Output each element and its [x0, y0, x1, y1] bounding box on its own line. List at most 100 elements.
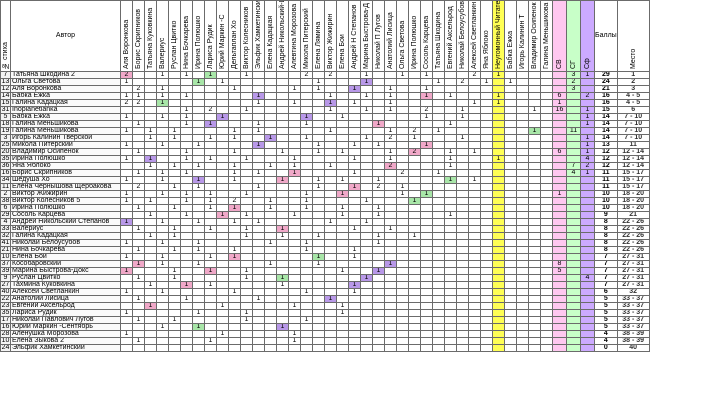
score-cell: 1 [276, 232, 289, 240]
score-cell [456, 274, 469, 282]
summary-cell [566, 246, 581, 254]
row-author: Владимир Осипенок [10, 148, 121, 156]
score-cell [252, 148, 265, 156]
row-place: 18 - 20 [616, 204, 650, 212]
score-cell [420, 288, 433, 296]
score-cell: 1 [336, 113, 349, 121]
summary-cell [552, 78, 567, 86]
score-cell [480, 302, 493, 310]
score-cell: 2 [456, 78, 469, 86]
score-cell [348, 337, 361, 345]
score-cell [444, 246, 457, 254]
score-cell [240, 323, 253, 331]
score-cell [540, 302, 553, 310]
score-cell [468, 316, 481, 324]
score-cell: 1 [288, 169, 301, 177]
score-cell [312, 330, 325, 338]
row-author: Inoplanetianka [10, 106, 121, 114]
score-cell: 2 [120, 99, 133, 107]
row-points: 0 [594, 344, 618, 352]
summary-cell [566, 225, 581, 233]
score-cell [528, 246, 541, 254]
score-cell [420, 162, 433, 170]
score-cell [384, 78, 397, 86]
score-cell: 1 [432, 78, 445, 86]
row-num: 32 [0, 232, 11, 240]
score-cell [324, 330, 337, 338]
score-cell [336, 141, 349, 149]
score-cell [132, 106, 145, 114]
score-cell: 1 [444, 120, 457, 128]
score-cell [480, 246, 493, 254]
score-cell [276, 120, 289, 128]
header-judge-label: Евгений Аксельрод [447, 6, 454, 69]
score-cell [180, 274, 193, 282]
score-cell [540, 78, 553, 86]
score-cell [444, 295, 457, 303]
score-cell [204, 232, 217, 240]
score-cell [372, 344, 385, 352]
score-cell [288, 106, 301, 114]
summary-cell [566, 92, 581, 100]
score-cell [456, 323, 469, 331]
summary-cell [580, 218, 595, 226]
summary-cell [580, 246, 595, 254]
score-cell [264, 71, 277, 79]
score-cell [444, 281, 457, 289]
score-cell [468, 141, 481, 149]
score-cell [228, 99, 241, 107]
header-judge: Владимир Осипенок [528, 0, 541, 72]
score-cell [372, 260, 385, 268]
score-cell: 1 [276, 176, 289, 184]
summary-cell [566, 288, 581, 296]
score-cell [408, 323, 421, 331]
score-cell [288, 148, 301, 156]
summary-cell [566, 316, 581, 324]
score-cell [540, 309, 553, 317]
score-cell [540, 183, 553, 191]
table-row: 10 Елена Зыкова 2 1 1 1 4 38 - 39 [0, 337, 650, 345]
score-cell [396, 281, 409, 289]
score-cell [168, 92, 181, 100]
score-cell [252, 106, 265, 114]
score-cell [276, 134, 289, 142]
score-cell: 1 [408, 134, 421, 142]
header-judge-label: Ольга Светова [399, 20, 406, 69]
score-cell [420, 316, 433, 324]
row-place: 33 - 37 [616, 302, 650, 310]
row-place: 15 - 17 [616, 169, 650, 177]
score-cell [168, 169, 181, 177]
score-cell: 1 [120, 92, 133, 100]
score-cell: 1 [240, 267, 253, 275]
score-cell [540, 113, 553, 121]
score-cell [120, 302, 133, 310]
score-cell [456, 316, 469, 324]
row-num: 2 [0, 190, 11, 198]
row-points: 21 [594, 85, 618, 93]
score-cell [216, 148, 229, 156]
score-cell [144, 309, 157, 317]
score-cell [396, 85, 409, 93]
score-cell [168, 218, 181, 226]
score-cell [480, 113, 493, 121]
score-cell [420, 99, 433, 107]
score-cell: 1 [120, 309, 133, 317]
score-cell [300, 155, 313, 163]
score-cell [288, 344, 301, 352]
score-cell: 1 [444, 92, 457, 100]
header-sf: Сф [580, 0, 595, 72]
score-cell: 1 [288, 162, 301, 170]
score-cell: 1 [228, 288, 241, 296]
score-cell [276, 337, 289, 345]
table-row: 13 Ольга Светова 1 1 1 1 1 1 2 1 1 2 24 2 [0, 78, 650, 86]
score-cell [396, 211, 409, 219]
row-place: 3 [616, 85, 650, 93]
score-cell [408, 253, 421, 261]
score-cell [312, 218, 325, 226]
score-cell [420, 337, 433, 345]
header-sg-label: СГ [570, 60, 577, 69]
score-cell [192, 85, 205, 93]
summary-cell [552, 309, 567, 317]
score-cell [144, 204, 157, 212]
score-cell: 1 [180, 148, 193, 156]
